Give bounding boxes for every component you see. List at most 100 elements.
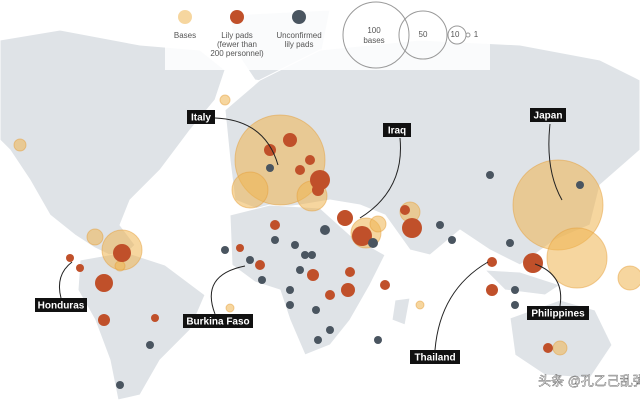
- base-marker: [270, 220, 280, 230]
- legend-swatch: [230, 10, 244, 24]
- base-marker: [312, 184, 324, 196]
- base-marker: [295, 165, 305, 175]
- base-marker: [337, 210, 353, 226]
- base-marker: [415, 300, 425, 310]
- base-marker: [225, 303, 235, 313]
- legend-bg: [165, 0, 490, 70]
- country-label: Philippines: [531, 309, 585, 320]
- size-circle: [342, 1, 410, 69]
- legend-label: 200 personnel): [210, 49, 264, 58]
- label-box: [527, 306, 589, 320]
- base-marker: [86, 228, 104, 246]
- base-marker: [286, 301, 294, 309]
- base-marker: [266, 164, 274, 172]
- base-marker: [305, 155, 315, 165]
- base-marker: [325, 290, 335, 300]
- label-box: [183, 314, 253, 328]
- base-marker: [402, 218, 422, 238]
- base-marker: [286, 286, 294, 294]
- base-marker: [246, 256, 254, 264]
- base-marker: [307, 269, 319, 281]
- base-marker: [66, 254, 74, 262]
- label-box: [35, 298, 87, 312]
- base-marker: [506, 239, 514, 247]
- base-marker: [312, 306, 320, 314]
- base-marker: [296, 266, 304, 274]
- legend-label: lily pads: [285, 40, 314, 49]
- base-marker: [369, 215, 387, 233]
- base-marker: [219, 94, 231, 106]
- legend-swatch: [292, 10, 306, 24]
- base-marker: [114, 260, 126, 272]
- base-marker: [231, 171, 269, 209]
- base-marker: [98, 314, 110, 326]
- label-box: [383, 123, 411, 137]
- labels: Italy Iraq Japan Honduras Burkina Faso Thaila…: [35, 108, 589, 364]
- base-marker: [255, 260, 265, 270]
- legend-label: (fewer than: [217, 40, 257, 49]
- base-marker: [486, 171, 494, 179]
- base-marker: [301, 251, 309, 259]
- base-marker: [352, 226, 372, 246]
- base-marker: [221, 246, 229, 254]
- base-marker: [552, 340, 568, 356]
- base-marker: [151, 314, 159, 322]
- legend-label: Lily pads: [221, 31, 253, 40]
- base-marker: [258, 276, 266, 284]
- base-marker: [617, 265, 640, 291]
- label-box: [187, 110, 215, 124]
- base-marker: [523, 253, 543, 273]
- base-marker: [308, 251, 316, 259]
- base-marker: [320, 225, 330, 235]
- leader-lines: [58, 117, 563, 351]
- country-label: Japan: [534, 111, 563, 122]
- base-marker: [511, 301, 519, 309]
- label-box: [410, 350, 460, 364]
- base-marker: [13, 138, 27, 152]
- bubbles: [13, 94, 640, 389]
- base-marker: [487, 257, 497, 267]
- base-marker: [314, 336, 322, 344]
- base-marker: [283, 133, 297, 147]
- base-marker: [345, 267, 355, 277]
- base-marker: [546, 227, 608, 289]
- base-marker: [511, 286, 519, 294]
- legend-label: Bases: [174, 31, 196, 40]
- base-marker: [400, 205, 410, 215]
- base-marker: [448, 236, 456, 244]
- legend-swatch: [178, 10, 192, 24]
- base-marker: [113, 244, 131, 262]
- size-label: 50: [419, 30, 428, 39]
- country-label: Honduras: [38, 301, 85, 312]
- base-marker: [341, 283, 355, 297]
- base-marker: [374, 336, 382, 344]
- base-marker: [146, 341, 154, 349]
- base-marker: [368, 238, 378, 248]
- base-marker: [576, 181, 584, 189]
- country-label: Iraq: [388, 126, 406, 137]
- country-label: Burkina Faso: [186, 317, 249, 328]
- size-label: 10: [451, 30, 460, 39]
- base-marker: [291, 241, 299, 249]
- base-marker: [116, 381, 124, 389]
- base-marker: [76, 264, 84, 272]
- base-marker: [543, 343, 553, 353]
- size-label: bases: [363, 36, 384, 45]
- size-circle: [465, 32, 471, 38]
- size-circle: [398, 10, 448, 60]
- base-marker: [326, 326, 334, 334]
- size-label: 100: [367, 26, 381, 35]
- base-marker: [95, 274, 113, 292]
- country-label: Thailand: [414, 353, 455, 364]
- legend-label: Unconfirmed: [276, 31, 321, 40]
- base-marker: [236, 244, 244, 252]
- size-label: 1: [474, 30, 479, 39]
- base-marker: [271, 236, 279, 244]
- country-label: Italy: [191, 113, 211, 124]
- base-marker: [436, 221, 444, 229]
- base-marker: [486, 284, 498, 296]
- label-box: [530, 108, 566, 122]
- base-marker: [380, 280, 390, 290]
